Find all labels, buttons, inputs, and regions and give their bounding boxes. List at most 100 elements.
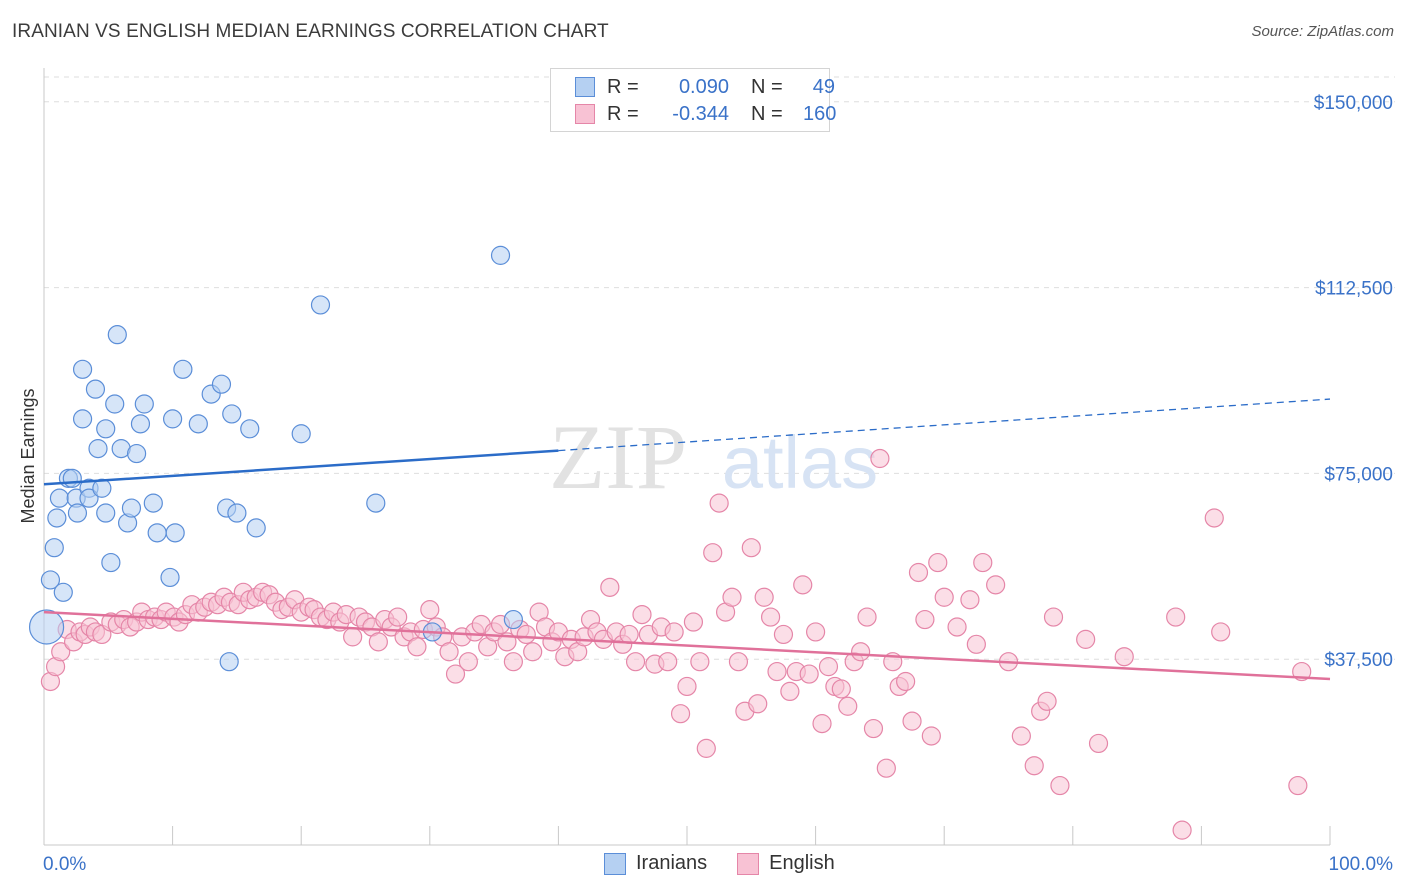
english-point: [902, 711, 922, 731]
english-point: [793, 575, 813, 595]
iranian-point: [105, 394, 125, 414]
iranian-point: [165, 523, 185, 543]
english-point: [754, 587, 774, 607]
iranian-point: [47, 508, 67, 528]
english-point: [863, 718, 884, 739]
legend-r-value: 0.090: [678, 75, 729, 98]
english-point: [600, 577, 620, 597]
legend-n-label: N =: [751, 102, 783, 125]
iranian-point: [366, 493, 386, 513]
english-point: [896, 671, 916, 692]
iranian-point: [96, 503, 116, 523]
english-point: [767, 661, 787, 682]
iranian-point: [490, 245, 511, 265]
iranian-point: [126, 443, 147, 464]
iranians-trend-extension: [558, 398, 1331, 452]
iranian-point: [121, 498, 142, 518]
iranian-point: [147, 523, 167, 543]
english-point: [709, 493, 729, 513]
iranians-trend-line: [43, 449, 559, 486]
english-point: [523, 642, 543, 662]
english-point: [625, 652, 646, 672]
english-point: [973, 552, 993, 573]
iranian-point: [72, 359, 93, 379]
english-point: [1024, 756, 1044, 776]
english-point: [619, 624, 639, 645]
english-point: [407, 637, 427, 657]
y-tick-label: $150,000: [1314, 93, 1393, 114]
english-point: [741, 538, 761, 558]
x-tick-label-min: 0.0%: [43, 854, 86, 875]
iranians-swatch-icon: [575, 77, 595, 97]
iranian-point: [222, 404, 242, 424]
english-point: [960, 590, 980, 610]
legend-n-label: N =: [751, 75, 783, 98]
english-point: [799, 664, 819, 684]
legend-item-english[interactable]: English: [737, 852, 835, 875]
iranian-point: [28, 609, 65, 645]
iranians-legend-icon: [604, 852, 626, 875]
x-tick-label-max: 100.0%: [1329, 854, 1394, 875]
english-point: [870, 448, 890, 469]
english-point: [690, 652, 710, 672]
iranian-point: [53, 582, 73, 602]
iranian-point: [310, 295, 331, 315]
iranian-point: [49, 488, 70, 508]
legend-row-iranians: R = 0.090 N = 49: [575, 76, 835, 98]
iranian-point: [96, 419, 116, 439]
english-point: [1011, 726, 1031, 746]
english-point: [1050, 775, 1070, 796]
legend-r-label: R =: [607, 102, 639, 125]
legend-r-value: -0.344: [672, 102, 729, 125]
english-point: [722, 587, 742, 607]
english-point: [1037, 691, 1057, 711]
iranian-point: [134, 394, 154, 414]
y-axis-title: Median Earnings: [18, 388, 38, 523]
english-point: [343, 627, 363, 647]
english-point: [780, 681, 800, 702]
english-point: [728, 652, 749, 672]
iranian-point: [79, 488, 99, 508]
y-tick-label: $112,500: [1315, 279, 1393, 300]
iranian-point: [85, 379, 106, 399]
gridlines: [44, 76, 1395, 660]
iranian-point: [160, 567, 180, 588]
watermark-atlas: atlas: [722, 421, 878, 504]
english-point: [947, 617, 967, 637]
english-point: [1288, 775, 1308, 796]
legend-n-value: 160: [803, 102, 837, 125]
english-point: [516, 624, 536, 645]
english-point: [458, 652, 478, 672]
english-point: [1088, 733, 1109, 754]
iranian-point: [163, 409, 183, 429]
english-series: [40, 448, 1312, 840]
legend-label-english: English: [769, 852, 835, 874]
iranian-point: [211, 374, 232, 394]
english-point: [664, 622, 684, 642]
english-trend-line: [43, 610, 1331, 681]
english-legend-icon: [737, 852, 760, 875]
iranian-point: [62, 468, 82, 488]
trend-lines: [43, 398, 1331, 681]
english-point: [818, 657, 839, 677]
axes: [43, 68, 1331, 846]
iranian-point: [40, 570, 61, 590]
y-tick-label: $37,500: [1324, 650, 1393, 671]
english-swatch-icon: [575, 104, 595, 124]
iranian-point: [219, 652, 239, 672]
english-point: [934, 587, 954, 607]
english-point: [420, 600, 440, 620]
legend-r-label: R =: [607, 75, 639, 98]
english-point: [1076, 629, 1096, 649]
y-tick-labels: $37,500 $75,000 $112,500 $150,000: [1314, 93, 1393, 671]
english-point: [1166, 607, 1186, 627]
iranian-point: [246, 518, 266, 538]
english-point: [748, 694, 768, 714]
legend-item-iranians[interactable]: Iranians: [604, 852, 707, 875]
english-point: [670, 704, 691, 724]
english-point: [760, 607, 781, 627]
english-point: [439, 642, 459, 662]
english-point: [388, 607, 408, 627]
series-legend: Iranians English: [604, 852, 865, 875]
